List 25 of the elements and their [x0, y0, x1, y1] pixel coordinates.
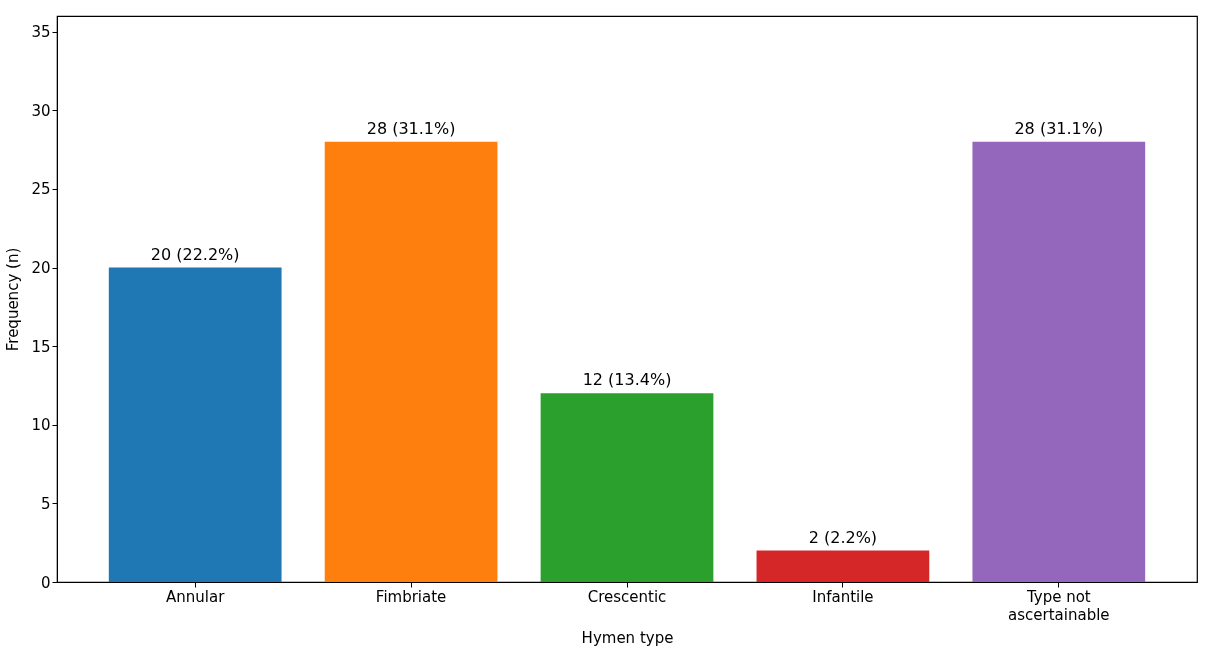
x-tick-label: Annular [166, 587, 226, 606]
bar [324, 141, 498, 582]
data-label: 28 (31.1%) [366, 118, 456, 138]
y-tick-label: 15 [31, 337, 51, 356]
y-tick-label: 10 [31, 416, 51, 435]
bar [108, 267, 282, 582]
y-tick-label: 0 [40, 573, 51, 592]
x-tick-label: Infantile [812, 587, 874, 606]
x-tick-label: Crescentic [587, 587, 667, 606]
data-label: 28 (31.1%) [1014, 118, 1104, 138]
y-tick-label: 30 [31, 101, 51, 120]
y-tick-label: 5 [40, 494, 51, 513]
x-tick-label: Fimbriate [375, 587, 447, 606]
y-tick-label: 35 [31, 23, 51, 42]
bar [972, 141, 1146, 582]
x-axis-title: Hymen type [581, 628, 674, 647]
data-label: 20 (22.2%) [150, 244, 240, 264]
x-tick-label: Type not ascertainable [1008, 587, 1110, 624]
bar [756, 550, 930, 582]
y-tick-label: 20 [31, 259, 51, 278]
data-label: 12 (13.4%) [582, 370, 672, 390]
y-tick-label: 25 [31, 180, 51, 199]
bar [540, 393, 714, 582]
y-axis-title: Frequency (n) [4, 247, 23, 352]
data-label: 2 (2.2%) [808, 527, 878, 547]
